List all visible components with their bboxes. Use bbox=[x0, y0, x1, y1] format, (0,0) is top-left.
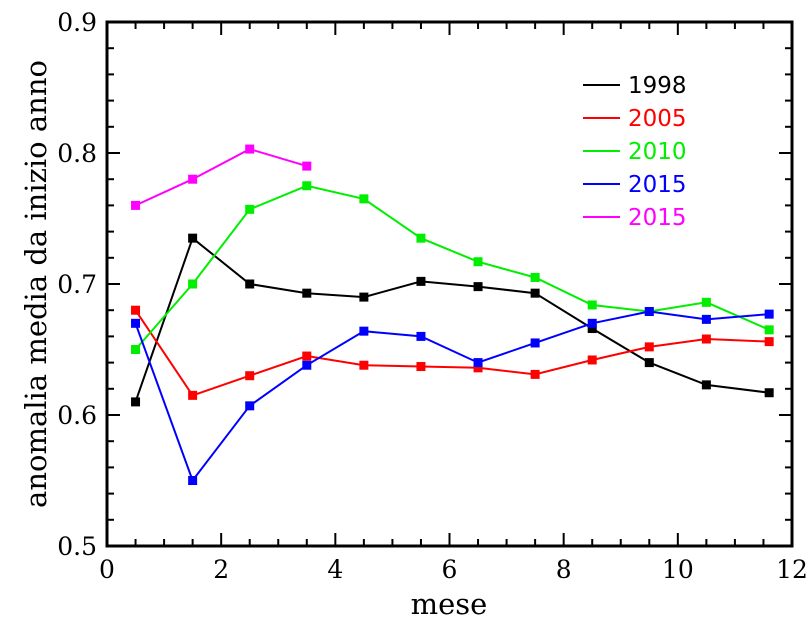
data-point bbox=[131, 318, 141, 328]
data-point bbox=[302, 351, 312, 361]
y-tick-label: 0.5 bbox=[57, 532, 97, 561]
x-tick-label: 4 bbox=[327, 555, 343, 584]
series-line bbox=[134, 236, 770, 403]
y-tick-label: 0.9 bbox=[57, 8, 97, 37]
x-tick-label: 0 bbox=[99, 555, 115, 584]
data-point bbox=[764, 309, 774, 319]
series-2015-4 bbox=[131, 144, 312, 210]
x-tick-label: 12 bbox=[776, 555, 808, 584]
data-point bbox=[530, 338, 540, 348]
data-point bbox=[359, 360, 369, 370]
data-point bbox=[530, 369, 540, 379]
x-axis-title: mese bbox=[411, 587, 488, 621]
axis-tick-labels: 0 2 4 6 8 10 12 0.5 0.6 0.7 0.8 0.9 bbox=[57, 8, 808, 584]
series-line bbox=[135, 148, 308, 207]
data-point bbox=[764, 388, 774, 398]
data-point bbox=[764, 325, 774, 335]
data-point bbox=[701, 380, 711, 390]
x-tick-label: 2 bbox=[213, 555, 229, 584]
data-point bbox=[644, 342, 654, 352]
series-2015-3 bbox=[131, 307, 774, 485]
data-point bbox=[644, 358, 654, 368]
data-point bbox=[245, 144, 255, 154]
series-2005-1 bbox=[131, 305, 774, 400]
legend-label: 1998 bbox=[628, 73, 687, 99]
series-line bbox=[134, 309, 770, 397]
data-point bbox=[245, 279, 255, 289]
data-point bbox=[473, 363, 483, 373]
x-tick-label: 10 bbox=[662, 555, 694, 584]
data-point bbox=[302, 288, 312, 298]
data-point bbox=[587, 300, 597, 310]
data-point bbox=[530, 272, 540, 282]
data-point bbox=[701, 297, 711, 307]
legend-item: 2015 bbox=[583, 205, 687, 231]
data-point bbox=[473, 358, 483, 368]
x-tick-label: 8 bbox=[556, 555, 572, 584]
data-point bbox=[245, 401, 255, 411]
data-point bbox=[416, 362, 426, 372]
data-point bbox=[587, 318, 597, 328]
legend-label: 2015 bbox=[628, 205, 687, 231]
legend-item: 2005 bbox=[583, 106, 687, 132]
data-point bbox=[302, 360, 312, 370]
data-point bbox=[473, 282, 483, 292]
legend-item: 1998 bbox=[583, 73, 687, 99]
data-point bbox=[188, 476, 198, 485]
data-point bbox=[701, 334, 711, 344]
legend-label: 2015 bbox=[628, 172, 687, 198]
series-1998-0 bbox=[131, 233, 774, 407]
data-point bbox=[131, 397, 141, 407]
data-point bbox=[188, 174, 198, 184]
series-line bbox=[134, 310, 770, 483]
legend-item: 2015 bbox=[583, 172, 687, 198]
data-point bbox=[701, 314, 711, 324]
data-point bbox=[587, 355, 597, 365]
data-point bbox=[131, 345, 141, 354]
y-axis-title: anomalia media da inizio anno bbox=[19, 60, 53, 508]
data-point bbox=[359, 292, 369, 302]
legend-label: 2005 bbox=[628, 106, 687, 132]
data-point bbox=[131, 305, 141, 315]
data-point bbox=[302, 181, 312, 191]
data-point bbox=[302, 161, 312, 171]
data-point bbox=[245, 204, 255, 214]
data-point bbox=[188, 233, 198, 243]
legend: 1998 2005 2010 2015 2015 bbox=[583, 73, 687, 231]
data-point bbox=[188, 390, 198, 400]
x-tick-label: 6 bbox=[442, 555, 458, 584]
data-point bbox=[530, 288, 540, 298]
data-point bbox=[764, 337, 774, 347]
data-point bbox=[416, 331, 426, 341]
series-layer bbox=[131, 144, 774, 485]
data-point bbox=[416, 276, 426, 286]
data-point bbox=[359, 326, 369, 336]
data-point bbox=[473, 257, 483, 267]
data-point bbox=[131, 200, 141, 210]
data-point bbox=[644, 307, 654, 317]
axis-ticks bbox=[106, 21, 793, 547]
legend-item: 2010 bbox=[583, 139, 687, 165]
y-tick-label: 0.6 bbox=[57, 401, 97, 430]
series-line bbox=[134, 184, 770, 351]
data-point bbox=[359, 194, 369, 204]
data-point bbox=[245, 371, 255, 381]
data-point bbox=[416, 233, 426, 243]
legend-label: 2010 bbox=[628, 139, 687, 165]
data-point bbox=[587, 324, 597, 334]
y-tick-label: 0.8 bbox=[57, 139, 97, 168]
data-point bbox=[188, 279, 198, 289]
y-tick-label: 0.7 bbox=[57, 270, 97, 299]
